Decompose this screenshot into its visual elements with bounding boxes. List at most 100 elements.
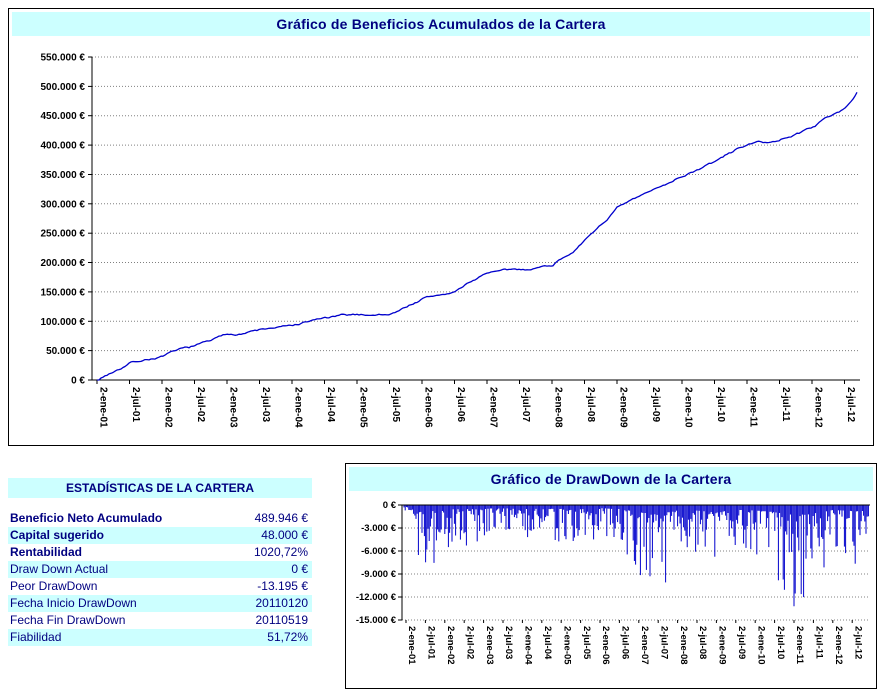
cumulative-chart-title: Gráfico de Beneficios Acumulados de la C…: [12, 12, 870, 36]
svg-text:2-jul-01: 2-jul-01: [426, 626, 437, 660]
svg-text:2-jul-12: 2-jul-12: [852, 626, 863, 659]
svg-text:2-jul-07: 2-jul-07: [658, 626, 669, 659]
stats-table: ESTADÍSTICAS DE LA CARTERA Beneficio Net…: [8, 478, 312, 646]
x-axis-labels: 2-ene-01 2-jul-01 2-ene-02 2-jul-02 2-ene-03…: [96, 380, 856, 428]
svg-text:2-ene-01: 2-ene-01: [98, 387, 109, 428]
svg-text:2-jul-11: 2-jul-11: [814, 626, 825, 659]
svg-text:2-ene-06: 2-ene-06: [423, 387, 434, 428]
stats-row: Draw Down Actual 0 €: [8, 561, 312, 578]
stat-label: Peor DrawDown: [10, 579, 98, 593]
svg-text:2-jul-11: 2-jul-11: [780, 387, 791, 422]
svg-text:350.000 €: 350.000 €: [41, 170, 86, 181]
svg-text:2-jul-03: 2-jul-03: [260, 387, 271, 422]
svg-text:2-ene-05: 2-ene-05: [358, 387, 369, 428]
x-axis-labels: 2-ene-01 2-jul-01 2-ene-02 2-jul-02 2-ene-03…: [405, 620, 863, 665]
stat-value: 489.946 €: [254, 511, 308, 525]
svg-text:500.000 €: 500.000 €: [41, 82, 86, 93]
svg-text:2-jul-05: 2-jul-05: [390, 387, 401, 422]
svg-text:2-jul-09: 2-jul-09: [650, 387, 661, 422]
svg-text:2-jul-07: 2-jul-07: [520, 387, 531, 422]
svg-text:2-ene-12: 2-ene-12: [813, 387, 824, 428]
stat-label: Fecha Fin DrawDown: [10, 613, 126, 627]
svg-text:2-ene-03: 2-ene-03: [484, 626, 495, 665]
svg-text:450.000 €: 450.000 €: [41, 111, 86, 122]
stat-label: Draw Down Actual: [10, 562, 109, 576]
stats-rows: Beneficio Neto Acumulado 489.946 € Capit…: [8, 510, 312, 646]
stat-value: -13.195 €: [257, 579, 308, 593]
svg-text:2-ene-09: 2-ene-09: [618, 387, 629, 428]
svg-text:400.000 €: 400.000 €: [41, 141, 86, 152]
svg-text:2-ene-10: 2-ene-10: [755, 626, 766, 665]
svg-text:2-ene-03: 2-ene-03: [228, 387, 239, 428]
drawdown-chart-title: Gráfico de DrawDown de la Cartera: [349, 467, 873, 491]
svg-text:2-jul-08: 2-jul-08: [585, 387, 596, 422]
stat-label: Capital sugerido: [10, 528, 105, 542]
gridlines: [88, 56, 860, 381]
stats-row: Fecha Fin DrawDown 20110519: [8, 612, 312, 629]
svg-text:2-jul-10: 2-jul-10: [715, 387, 726, 422]
stat-label: Fecha Inicio DrawDown: [10, 596, 137, 610]
svg-text:150.000 €: 150.000 €: [41, 287, 86, 298]
svg-text:2-ene-11: 2-ene-11: [794, 626, 805, 665]
svg-text:-3.000 €: -3.000 €: [361, 523, 397, 534]
svg-text:2-jul-05: 2-jul-05: [581, 626, 592, 660]
svg-text:2-jul-12: 2-jul-12: [845, 387, 856, 422]
stat-value: 51,72%: [267, 630, 308, 644]
svg-text:200.000 €: 200.000 €: [41, 258, 86, 269]
svg-text:550.000 €: 550.000 €: [41, 53, 86, 64]
stats-row: Peor DrawDown -13.195 €: [8, 578, 312, 595]
svg-text:2-ene-08: 2-ene-08: [678, 626, 689, 665]
svg-text:2-ene-10: 2-ene-10: [683, 387, 694, 428]
svg-text:2-jul-03: 2-jul-03: [503, 626, 514, 659]
svg-text:2-ene-11: 2-ene-11: [748, 387, 759, 427]
svg-text:-9.000 €: -9.000 €: [361, 569, 397, 580]
svg-text:2-ene-02: 2-ene-02: [163, 387, 174, 428]
drawdown-chart-panel: Gráfico de DrawDown de la Cartera 0 € -3.…: [345, 463, 877, 689]
drawdown-bars: [403, 505, 869, 607]
svg-text:-12.000 €: -12.000 €: [356, 592, 397, 603]
stat-value: 20110120: [255, 596, 309, 610]
svg-text:2-jul-10: 2-jul-10: [775, 626, 786, 659]
svg-text:2-ene-07: 2-ene-07: [488, 387, 499, 428]
stat-value: 20110519: [255, 613, 309, 627]
stats-row: Fecha Inicio DrawDown 20110120: [8, 595, 312, 612]
cumulative-profit-chart-panel: Gráfico de Beneficios Acumulados de la C…: [8, 8, 874, 446]
svg-text:0 €: 0 €: [71, 376, 85, 387]
svg-text:2-ene-12: 2-ene-12: [833, 626, 844, 665]
svg-text:2-jul-04: 2-jul-04: [325, 387, 336, 422]
stats-row: Beneficio Neto Acumulado 489.946 €: [8, 510, 312, 527]
svg-text:2-jul-06: 2-jul-06: [455, 387, 466, 422]
stat-label: Rentabilidad: [10, 545, 83, 559]
stats-table-header: ESTADÍSTICAS DE LA CARTERA: [8, 478, 312, 498]
svg-text:100.000 €: 100.000 €: [41, 317, 86, 328]
stat-label: Fiabilidad: [10, 630, 62, 644]
svg-text:2-jul-02: 2-jul-02: [195, 387, 206, 422]
svg-text:2-ene-04: 2-ene-04: [293, 387, 304, 428]
svg-text:2-ene-04: 2-ene-04: [523, 626, 534, 665]
svg-text:2-ene-07: 2-ene-07: [639, 626, 650, 665]
stats-row: Rentabilidad 1020,72%: [8, 544, 312, 561]
svg-text:50.000 €: 50.000 €: [46, 346, 85, 357]
svg-text:300.000 €: 300.000 €: [41, 199, 86, 210]
svg-text:2-ene-09: 2-ene-09: [717, 626, 728, 665]
svg-text:2-jul-02: 2-jul-02: [464, 626, 475, 659]
stat-label: Beneficio Neto Acumulado: [10, 511, 163, 525]
svg-text:2-ene-08: 2-ene-08: [553, 387, 564, 428]
svg-text:2-jul-09: 2-jul-09: [736, 626, 747, 659]
profit-line: [97, 91, 858, 381]
stat-value: 0 €: [291, 562, 308, 576]
stats-row: Capital sugerido 48.000 €: [8, 527, 312, 544]
svg-text:2-ene-02: 2-ene-02: [445, 626, 456, 665]
svg-text:-15.000 €: -15.000 €: [356, 615, 397, 626]
svg-text:2-ene-06: 2-ene-06: [600, 626, 611, 665]
svg-text:0 €: 0 €: [383, 500, 397, 511]
stats-row: Fiabilidad 51,72%: [8, 629, 312, 646]
cumulative-profit-plot: 0 € 50.000 € 100.000 € 150.000 € 200.000 € 25…: [41, 53, 860, 428]
svg-text:2-jul-01: 2-jul-01: [130, 387, 141, 422]
svg-text:2-ene-05: 2-ene-05: [561, 626, 572, 665]
svg-text:250.000 €: 250.000 €: [41, 229, 86, 240]
stat-value: 1020,72%: [253, 545, 308, 559]
svg-text:2-ene-01: 2-ene-01: [406, 626, 417, 665]
svg-text:2-jul-08: 2-jul-08: [697, 626, 708, 659]
svg-text:-6.000 €: -6.000 €: [361, 546, 397, 557]
